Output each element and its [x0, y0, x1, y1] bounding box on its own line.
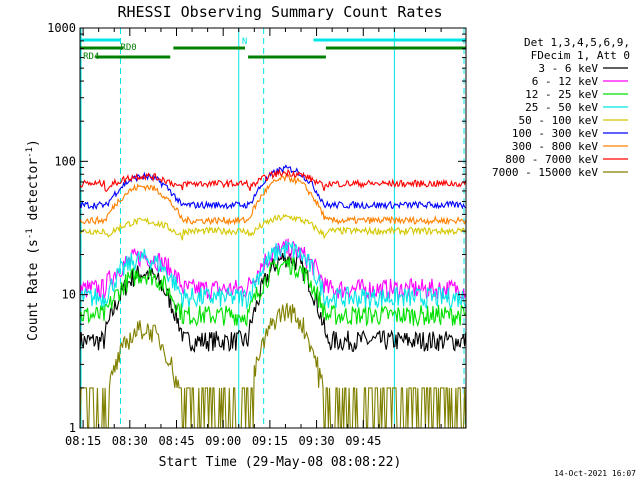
x-axis-label: Start Time (29-May-08 08:08:22): [159, 455, 402, 470]
legend-label: 6 - 12 keV: [532, 75, 599, 88]
legend-label: 300 - 800 keV: [512, 140, 598, 153]
x-tick-label: 08:15: [65, 434, 101, 448]
y-tick-label: 1: [69, 421, 76, 435]
x-tick-label: 08:30: [112, 434, 148, 448]
flag-bars: N RD0 RD4: [80, 37, 466, 62]
y-tick-label: 10: [62, 288, 76, 302]
footer-date: 14-Oct-2021 16:07: [554, 469, 636, 478]
legend-label: 800 - 7000 keV: [505, 153, 598, 166]
y-tick-label: 100: [54, 154, 76, 168]
series-line-4: [79, 213, 466, 241]
legend-header-line: Det 1,3,4,5,6,9,: [524, 36, 630, 49]
flag-label-n: N: [242, 37, 247, 47]
x-tick-label: 09:15: [252, 434, 288, 448]
x-tick-label: 09:30: [299, 434, 335, 448]
legend-label: 7000 - 15000 keV: [492, 166, 598, 179]
series-line-6: [79, 173, 467, 227]
chart-title: RHESSI Observing Summary Count Rates: [117, 3, 442, 21]
legend-header-line: FDecim 1, Att 0: [531, 49, 630, 62]
series-line-3: [79, 240, 467, 310]
x-tick-label: 09:45: [345, 434, 381, 448]
x-tick-label: 09:00: [205, 434, 241, 448]
axes-frame: [79, 27, 467, 429]
legend-label: 50 - 100 keV: [519, 114, 599, 127]
legend-label: 100 - 300 keV: [512, 127, 598, 140]
series-line-8: [79, 302, 467, 429]
y-axis-label: Count Rate (s-1 detector-1): [25, 139, 41, 341]
flag-label-rd4: RD4: [83, 52, 99, 62]
series-line-0: [79, 252, 467, 353]
legend: Det 1,3,4,5,6,9,FDecim 1, Att 03 - 6 keV…: [492, 36, 630, 179]
legend-label: 3 - 6 keV: [538, 62, 598, 75]
x-tick-label: 08:45: [158, 434, 194, 448]
series-line-5: [79, 164, 467, 211]
axes: 1 10 100 1000 08:15 08:30 08:45 09:00 09:15 09:30…: [47, 21, 467, 448]
series-line-7: [79, 168, 467, 193]
flag-label-rd0: RD0: [120, 43, 136, 53]
series-line-2: [79, 255, 467, 328]
plot-area: [80, 28, 466, 428]
legend-label: 25 - 50 keV: [525, 101, 598, 114]
plot-background: [80, 28, 466, 428]
series-layer: [79, 164, 467, 429]
y-tick-label: 1000: [47, 21, 76, 35]
legend-label: 12 - 25 keV: [525, 88, 598, 101]
